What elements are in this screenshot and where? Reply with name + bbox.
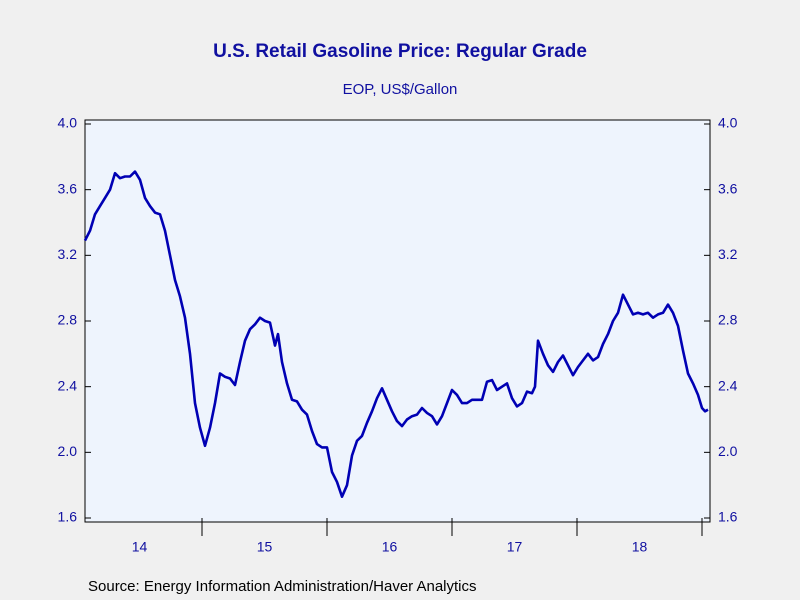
price-line (83, 170, 709, 498)
x-tick-label: 17 (507, 539, 523, 555)
y-tick-label: 2.4 (58, 377, 78, 393)
y2-tick-label: 3.6 (718, 180, 738, 196)
y-tick-label: 4.0 (58, 115, 78, 131)
y-tick-label: 3.2 (58, 246, 78, 262)
x-tick-label: 18 (632, 539, 648, 555)
x-tick-label: 16 (382, 539, 398, 555)
chart-title: U.S. Retail Gasoline Price: Regular Grad… (213, 41, 587, 62)
y-tick-label: 2.0 (58, 443, 78, 459)
y-tick-label: 2.8 (58, 312, 78, 328)
y2-tick-label: 2.4 (718, 377, 738, 393)
plot-area (84, 119, 711, 523)
y-tick-label: 1.6 (58, 509, 78, 525)
y2-tick-label: 2.0 (718, 443, 738, 459)
y2-tick-label: 3.2 (718, 246, 738, 262)
x-tick-label: 15 (257, 539, 273, 555)
y-tick-label: 3.6 (58, 180, 78, 196)
chart-subtitle: EOP, US$/Gallon (343, 81, 458, 98)
y2-tick-label: 1.6 (718, 509, 738, 525)
y2-tick-label: 2.8 (718, 312, 738, 328)
x-tick-label: 14 (132, 539, 148, 555)
y2-tick-label: 4.0 (718, 115, 738, 131)
source-note: Source: Energy Information Administratio… (88, 578, 477, 595)
